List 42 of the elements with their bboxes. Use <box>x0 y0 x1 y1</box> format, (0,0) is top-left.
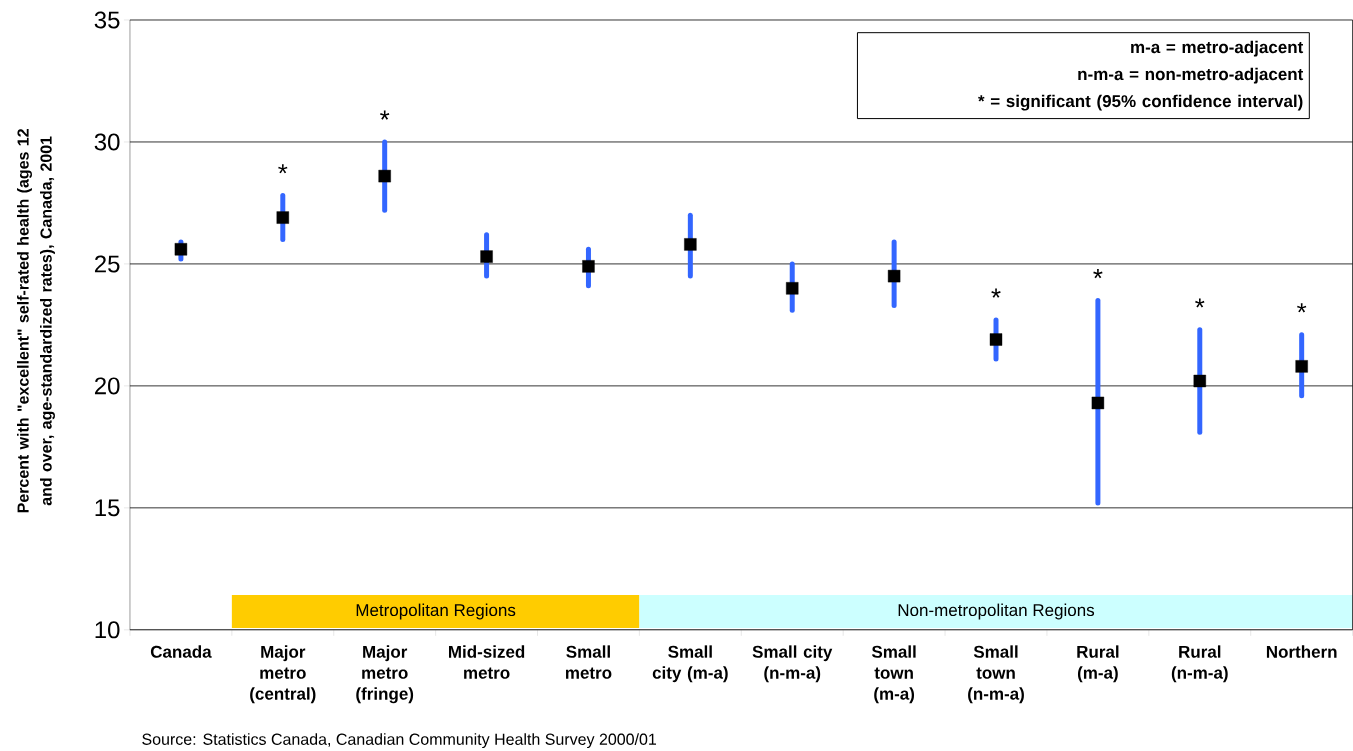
point <box>582 259 595 273</box>
x-tick-label: Rural (n-m-a) <box>1171 645 1228 682</box>
y-tick-label: 20 <box>94 377 120 395</box>
point <box>1295 359 1308 373</box>
point <box>378 169 391 183</box>
x-tick-label: Small city (n-m-a) <box>752 645 833 682</box>
x-tick-label: Small town (n-m-a) <box>968 645 1024 703</box>
annotation: m-a = metro-adjacent <box>1131 40 1304 57</box>
point <box>786 281 799 295</box>
annotation: * <box>380 110 390 120</box>
x-tick-label: Major metro (fringe) <box>356 645 414 704</box>
annotation: n-m-a = non-metro-adjacent <box>1078 67 1304 84</box>
x-tick-label: Small town (m-a) <box>871 645 916 703</box>
annotation: Metropolitan Regions <box>356 603 516 620</box>
annotation: * = significant (95% confidence interval) <box>978 94 1303 111</box>
y-tick-label: 15 <box>95 499 120 517</box>
annotation: * <box>1195 298 1205 308</box>
annotation: * <box>1297 303 1307 313</box>
point <box>480 250 493 263</box>
y-tick-label: 30 <box>94 133 120 151</box>
x-tick-label: Small metro <box>565 645 612 679</box>
x-tick-label: Rural (m-a) <box>1077 645 1119 682</box>
point <box>1193 374 1206 387</box>
x-tick-label: Mid-sized metro <box>449 645 525 679</box>
point <box>276 211 289 224</box>
y-tick-label: 25 <box>94 255 120 273</box>
y-axis-title: Percent with "excellent" self-rated health (ages 12 and over, age-standardized rates), Canada, 2001 <box>17 128 55 513</box>
x-tick-label: Northern <box>1266 645 1337 658</box>
point <box>1091 396 1105 409</box>
annotation: Non-metropolitan Regions <box>898 603 1095 620</box>
annotation: * <box>991 288 1001 298</box>
annotation: * <box>1093 268 1103 279</box>
point <box>684 238 697 251</box>
x-tick-label: Canada <box>150 645 212 658</box>
annotation: * <box>278 164 288 174</box>
point <box>887 269 901 283</box>
point <box>989 333 1003 346</box>
source-note: Source: Statistics Canada, Canadian Community Health Survey 2000/01 <box>142 732 657 748</box>
y-tick-label: 35 <box>94 11 120 29</box>
x-tick-label: Small city (m-a) <box>652 645 728 682</box>
y-tick-label: 10 <box>95 621 120 639</box>
x-tick-label: Major metro (central) <box>250 645 316 703</box>
